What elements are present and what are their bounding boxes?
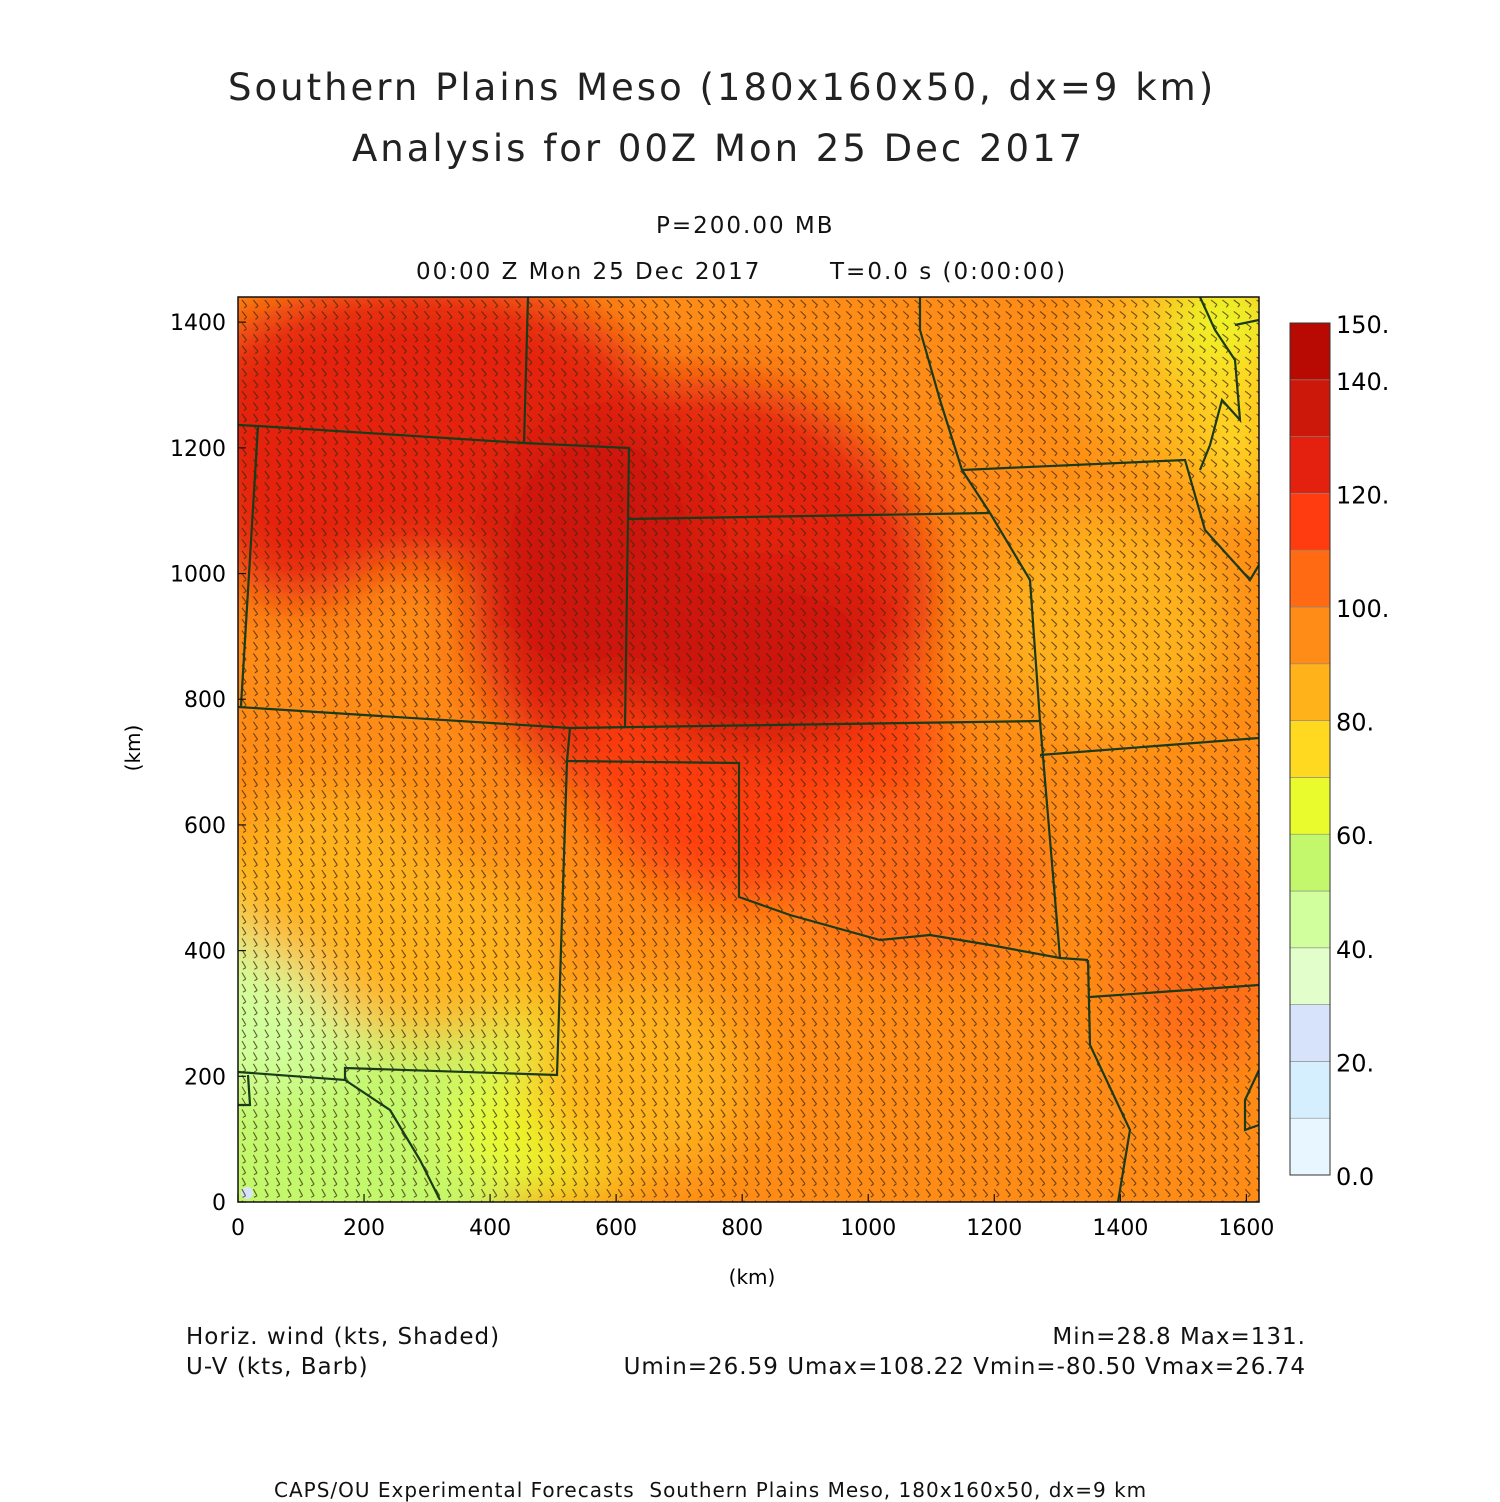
state-boundaries (238, 297, 1259, 1202)
valid-time: 00:00 Z Mon 25 Dec 2017 (416, 259, 762, 285)
x-tick-label: 1200 (966, 1216, 1022, 1241)
colorbar-label: 80. (1336, 709, 1374, 737)
colorbar-label: 60. (1336, 822, 1374, 850)
colorbar-label: 40. (1336, 936, 1374, 964)
min-max-stats: Min=28.8 Max=131. (1052, 1324, 1306, 1350)
pressure-level: P=200.00 MB (656, 213, 835, 239)
colorbar-bin (1289, 777, 1331, 835)
colorbar-bin (1289, 833, 1331, 892)
colorbar-bin (1289, 1117, 1331, 1176)
colorbar-bin (1289, 436, 1331, 494)
plot-title-line1: Southern Plains Meso (180x160x50, dx=9 k… (228, 66, 1217, 109)
x-axis-label: (km) (729, 1265, 776, 1289)
colorbar-bin (1289, 606, 1331, 665)
colorbar-bin (1289, 720, 1331, 778)
barb-path (241, 299, 1259, 1202)
y-tick-label: 0 (212, 1191, 226, 1216)
uv-stats: Umin=26.59 Umax=108.22 Vmin=-80.50 Vmax=… (623, 1354, 1306, 1380)
y-tick-label: 400 (184, 940, 226, 965)
x-axis: 0 200 400 600 800 1000 1200 1400 1600 (231, 1194, 1274, 1241)
colorbar-bin (1289, 549, 1331, 608)
colorbar-frame (1289, 322, 1331, 1176)
colorbar-bin (1289, 1004, 1331, 1062)
colorbar: 150. 140. 120. 100. 80. 60. 40. 20. 0.0 (1289, 311, 1389, 1191)
shaded-wind-field (238, 297, 1259, 1202)
x-tick-label: 800 (721, 1216, 763, 1241)
plot-frame (237, 296, 1260, 1203)
colorbar-bin (1289, 663, 1331, 721)
colorbar-label: 140. (1336, 368, 1389, 396)
y-axis-label: (km) (121, 725, 145, 772)
colorbar-bin (1289, 322, 1331, 381)
credit-line: CAPS/OU Experimental Forecasts Southern … (274, 1478, 1148, 1502)
colorbar-bin (1289, 947, 1331, 1005)
y-tick-label: 1000 (170, 563, 226, 588)
x-tick-label: 400 (469, 1216, 511, 1241)
plot-title-line2: Analysis for 00Z Mon 25 Dec 2017 (352, 127, 1086, 170)
colorbar-bin (1289, 493, 1331, 551)
y-tick-label: 600 (184, 814, 226, 839)
x-tick-label: 1400 (1092, 1216, 1148, 1241)
field-barb-desc: U-V (kts, Barb) (186, 1354, 369, 1380)
colorbar-label: 100. (1336, 595, 1389, 623)
y-axis: 0 200 400 600 800 1000 1200 1400 (170, 311, 246, 1216)
colorbar-label: 150. (1336, 311, 1389, 339)
field-shaded-desc: Horiz. wind (kts, Shaded) (186, 1324, 501, 1350)
y-tick-label: 200 (184, 1065, 226, 1090)
forecast-time: T=0.0 s (0:00:00) (830, 259, 1068, 285)
colorbar-bin (1289, 890, 1331, 949)
wind-barbs (241, 299, 1259, 1202)
x-tick-label: 200 (343, 1216, 385, 1241)
y-tick-label: 1200 (170, 437, 226, 462)
colorbar-label: 120. (1336, 481, 1389, 509)
colorbar-label: 0.0 (1336, 1163, 1374, 1191)
colorbar-bin (1289, 379, 1331, 437)
colorbar-bin (1289, 1061, 1331, 1119)
x-tick-label: 1600 (1218, 1216, 1274, 1241)
y-tick-label: 800 (184, 688, 226, 713)
x-tick-label: 1000 (840, 1216, 896, 1241)
x-tick-label: 600 (595, 1216, 637, 1241)
x-tick-label: 0 (231, 1216, 245, 1241)
y-tick-label: 1400 (170, 311, 226, 336)
colorbar-label: 20. (1336, 1049, 1374, 1077)
